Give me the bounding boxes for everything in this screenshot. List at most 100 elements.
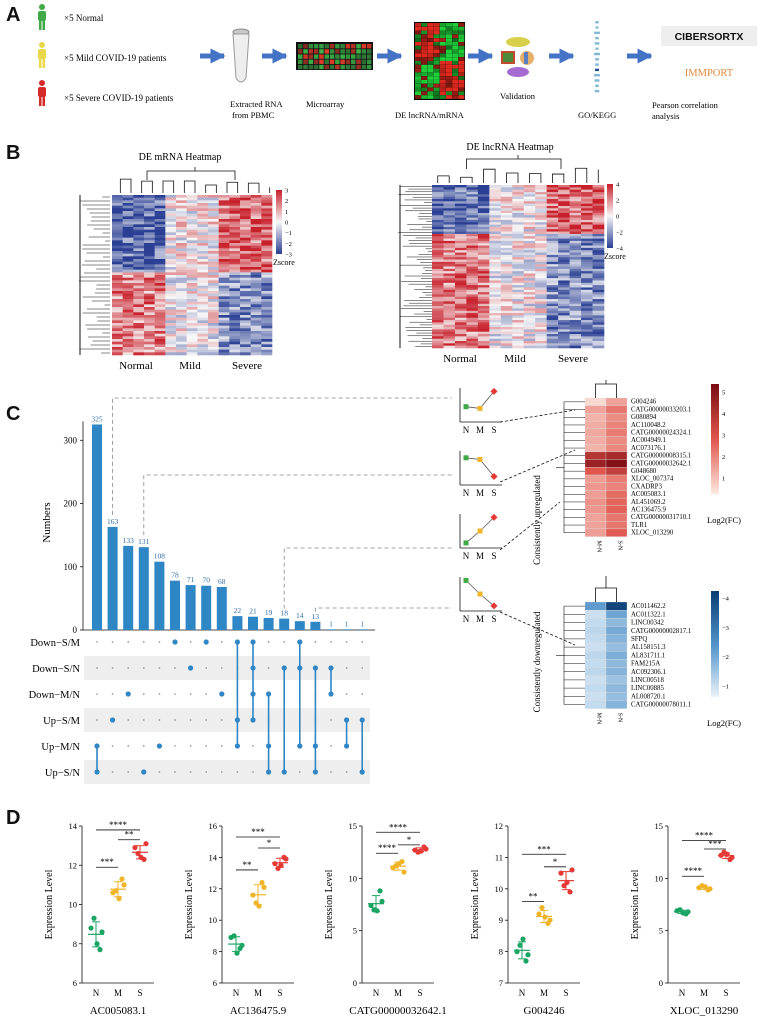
- data-point: [517, 942, 523, 948]
- upset-bar-label: 78: [171, 571, 179, 580]
- matrix-empty-dot: [96, 641, 98, 643]
- y-tick-label: 0: [659, 978, 663, 988]
- trend-axis-label: M: [476, 551, 484, 561]
- matrix-empty-dot: [127, 745, 130, 747]
- mrna-heatmap-title: DE mRNA Heatmap: [139, 152, 222, 163]
- legend-tick-label: 1: [722, 476, 725, 483]
- matrix-empty-dot: [361, 693, 364, 695]
- legend-tick-label: 2: [616, 198, 619, 205]
- matrix-dot: [110, 717, 116, 723]
- upset-bar-label: 1: [360, 619, 364, 628]
- matrix-dot: [94, 743, 100, 749]
- y-axis-label: Expression Level: [44, 869, 55, 939]
- legend-tick-label: −1: [285, 230, 292, 237]
- trend-point: [477, 405, 483, 411]
- significance-label: ****: [695, 831, 714, 841]
- matrix-dot: [297, 665, 303, 671]
- data-point: [143, 841, 149, 847]
- x-tick-label: S: [723, 988, 728, 998]
- matrix-empty-dot: [158, 667, 161, 669]
- matrix-dot: [234, 639, 240, 645]
- heat-cell: [605, 513, 628, 522]
- matrix-dot: [266, 691, 272, 697]
- legend-tick-label: 4: [722, 411, 726, 418]
- matrix-dot: [344, 717, 350, 723]
- matrix-empty-dot: [220, 667, 223, 669]
- upset-bar: [201, 585, 212, 630]
- up-legend-title: Log2(FC): [707, 515, 741, 525]
- workflow-panel: ×5 Normal ×5 Mild COVID-19 patients ×5 S…: [38, 4, 757, 121]
- matrix-empty-dot: [158, 771, 161, 773]
- y-tick-label: 10: [349, 873, 358, 883]
- data-point: [97, 947, 103, 953]
- de-label: DE lncRNA/mRNA: [395, 110, 465, 120]
- panel-label-a: A: [6, 4, 21, 26]
- mild-person-icon: [38, 42, 46, 68]
- data-point: [567, 889, 573, 895]
- data-point: [539, 905, 545, 911]
- matrix-empty-dot: [189, 693, 192, 695]
- heat-cell: [584, 428, 607, 437]
- upset-bar: [123, 545, 134, 630]
- heat-cell: [605, 474, 628, 483]
- scatter-plot: 6 8 10 12 14 16 Expression Level N M S AC136475.9 *…: [184, 821, 294, 1017]
- matrix-empty-dot: [111, 693, 114, 695]
- matrix-dot: [250, 691, 256, 697]
- matrix-empty-dot: [314, 641, 317, 643]
- heat-cell: [605, 521, 628, 530]
- legend-tick-label: 0: [616, 214, 619, 221]
- matrix-empty-dot: [220, 641, 223, 643]
- matrix-dot: [312, 743, 318, 749]
- heat-cell: [584, 610, 607, 619]
- matrix-empty-dot: [111, 667, 114, 669]
- data-point: [542, 914, 548, 920]
- gene-label: AC011322.1: [631, 611, 666, 618]
- legend-tick-label: 3: [285, 188, 288, 195]
- heat-cell: [605, 700, 628, 709]
- de-heatmap-thumbnail: [414, 22, 465, 100]
- matrix-empty-dot: [205, 667, 208, 669]
- data-point: [261, 884, 267, 890]
- matrix-empty-dot: [96, 693, 98, 695]
- heat-cell: [605, 642, 628, 652]
- matrix-empty-dot: [220, 771, 223, 773]
- x-axis-label: G004246: [524, 1005, 565, 1017]
- gene-label: CATG00000008315.1: [631, 453, 691, 460]
- matrix-empty-dot: [158, 693, 161, 695]
- trend-axis-label: N: [463, 614, 470, 624]
- trend-axis-label: N: [463, 551, 470, 561]
- gene-label: CATG00000078011.1: [631, 702, 691, 709]
- gene-label: AL451069.2: [631, 499, 666, 506]
- gene-label: CATG00000024324.1: [631, 430, 691, 437]
- data-point: [368, 902, 374, 909]
- matrix-empty-dot: [174, 667, 176, 669]
- data-point: [374, 908, 380, 914]
- lncrna-group-severe: Severe: [558, 353, 588, 365]
- matrix-empty-dot: [127, 719, 130, 721]
- matrix-empty-dot: [142, 719, 145, 721]
- trend-point: [477, 528, 483, 534]
- matrix-dot: [266, 769, 272, 775]
- set-row-label: Up−S/M: [43, 716, 81, 727]
- column-label: S-N: [617, 541, 623, 551]
- trend-axis-label: N: [463, 488, 470, 498]
- matrix-empty-dot: [189, 745, 192, 747]
- matrix-dot: [156, 743, 162, 749]
- lncrna-legend-title: Zscore: [604, 252, 626, 261]
- significance-label: ****: [378, 843, 397, 853]
- heat-cell: [605, 667, 628, 676]
- heat-cell: [605, 675, 628, 685]
- data-point: [94, 941, 100, 947]
- data-point: [514, 949, 520, 955]
- trend-point: [490, 387, 498, 395]
- matrix-empty-dot: [96, 719, 98, 721]
- trend-point: [463, 540, 469, 546]
- matrix-empty-dot: [361, 667, 364, 669]
- mrna-group-normal: Normal: [119, 360, 153, 372]
- y-tick-label: 300: [64, 435, 78, 445]
- matrix-empty-dot: [330, 745, 332, 747]
- matrix-empty-dot: [252, 771, 254, 773]
- upset-bar-label: 70: [202, 576, 210, 585]
- significance-label: *: [553, 857, 558, 867]
